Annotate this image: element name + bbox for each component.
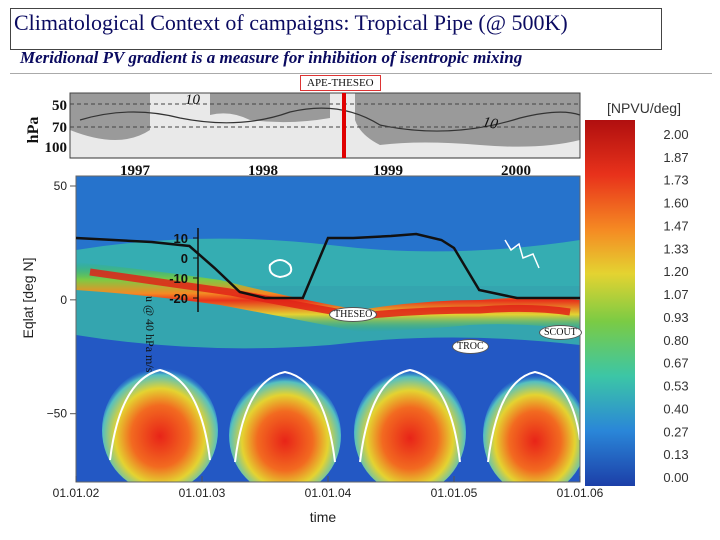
overlay-tick-label: -10 — [169, 271, 188, 286]
colorbar-tick-label: 1.20 — [663, 264, 688, 279]
campaign-tag-ape-theseo: APE-THESEO — [300, 75, 381, 91]
y-axis-title: Eqlat [deg N] — [20, 258, 36, 339]
colorbar-tick-label: 1.60 — [663, 196, 688, 211]
colorbar-tick-label: 0.80 — [663, 333, 688, 348]
colorbar-tick-label: 0.53 — [663, 379, 688, 394]
inset-x-tick: 1999 — [373, 163, 403, 179]
colorbar-tick-label: 1.73 — [663, 173, 688, 188]
white-contour — [359, 368, 461, 463]
colorbar-gradient — [585, 120, 635, 486]
polar-vortex-2002 — [102, 368, 218, 482]
colorbar-tick-label: 1.87 — [663, 150, 688, 165]
heatmap-plot: Eqlat [deg N] 50 0 −50 01.01.02 01.01.03 01.… — [20, 175, 604, 525]
x-tick-label: 01.01.02 — [53, 486, 100, 500]
inset-shaded-region — [210, 93, 330, 123]
colorbar: [NPVU/deg] 2.00 1.87 1.73 1.60 1.47 1.33 1.20 1… — [585, 100, 689, 486]
title-box — [10, 8, 662, 50]
overlay-wind-line — [75, 232, 580, 300]
colorbar-tick-label: 1.47 — [663, 218, 688, 233]
inset-contour-label: 10 — [185, 92, 201, 108]
x-axis-title: time — [310, 509, 337, 525]
white-contour — [234, 370, 336, 463]
colorbar-tick-label: 0.00 — [663, 470, 688, 485]
inset-contour — [79, 107, 581, 132]
colorbar-tick-label: 2.00 — [663, 127, 688, 142]
page-title: Climatological Context of campaigns: Tro… — [14, 10, 568, 35]
polar-vortex-2004 — [354, 370, 466, 482]
campaign-tag-theseo: THESEO — [329, 307, 378, 322]
inset-y-title: hPa — [25, 117, 42, 144]
colorbar-tick-label: 0.27 — [663, 424, 688, 439]
x-tick-label: 01.01.05 — [431, 486, 478, 500]
polar-vortex-2005 — [483, 375, 580, 482]
inset-y-tick: 70 — [52, 120, 67, 136]
inset-contour-label: 10 — [481, 114, 499, 133]
colorbar-tick-label: 1.33 — [663, 241, 688, 256]
white-contour — [487, 370, 580, 463]
x-tick-label: 01.01.04 — [305, 486, 352, 500]
overlay-tick-label: 0 — [181, 251, 188, 266]
colorbar-tick-label: 0.40 — [663, 401, 688, 416]
white-contour — [504, 239, 540, 269]
inset-y-tick: 100 — [45, 140, 68, 156]
x-tick-label: 01.01.06 — [557, 486, 604, 500]
inset-x-tick: 1997 — [120, 163, 151, 179]
inset-shaded-region — [70, 93, 150, 140]
y-tick-label: 0 — [60, 293, 67, 307]
colorbar-tick-label: 0.67 — [663, 356, 688, 371]
campaign-tag-scout: SCOUT — [539, 325, 582, 340]
inset-y-tick: 50 — [52, 98, 67, 114]
page-subtitle: Meridional PV gradient is a measure for … — [20, 48, 523, 67]
overlay-axis-label: u @ 40 hPa m/s — [143, 296, 157, 373]
colorbar-tick-label: 1.07 — [663, 287, 688, 302]
white-contour — [268, 259, 293, 279]
colorbar-tick-label: 0.93 — [663, 310, 688, 325]
inset-x-tick: 2000 — [501, 163, 531, 179]
campaign-tag-troc: TROC — [452, 339, 489, 354]
overlay-tick-label: 10 — [174, 231, 188, 246]
colorbar-tick-label: 0.13 — [663, 447, 688, 462]
subtitle-rule — [10, 73, 712, 74]
inset-panel: hPa 50 70 100 10 10 1997 1998 1999 2000 — [25, 92, 581, 179]
white-contour — [109, 368, 211, 461]
polar-vortex-2003 — [229, 375, 341, 482]
colorbar-title: [NPVU/deg] — [607, 100, 681, 116]
y-tick-label: −50 — [47, 407, 68, 421]
inset-shaded-region — [355, 93, 580, 147]
y-tick-label: 50 — [54, 179, 68, 193]
inset-x-tick: 1998 — [248, 163, 278, 179]
overlay-tick-label: -20 — [169, 291, 188, 306]
tropical-band — [76, 262, 580, 332]
x-tick-label: 01.01.03 — [179, 486, 226, 500]
